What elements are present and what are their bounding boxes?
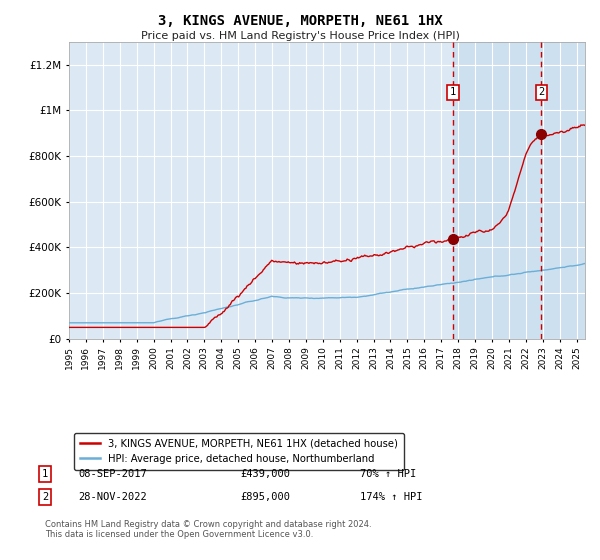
Text: 70% ↑ HPI: 70% ↑ HPI bbox=[360, 469, 416, 479]
Text: 28-NOV-2022: 28-NOV-2022 bbox=[78, 492, 147, 502]
Text: £895,000: £895,000 bbox=[240, 492, 290, 502]
Text: 3, KINGS AVENUE, MORPETH, NE61 1HX: 3, KINGS AVENUE, MORPETH, NE61 1HX bbox=[158, 14, 442, 28]
Text: 08-SEP-2017: 08-SEP-2017 bbox=[78, 469, 147, 479]
Bar bbox=[453, 42, 585, 339]
Text: 2: 2 bbox=[42, 492, 48, 502]
Legend: 3, KINGS AVENUE, MORPETH, NE61 1HX (detached house), HPI: Average price, detache: 3, KINGS AVENUE, MORPETH, NE61 1HX (deta… bbox=[74, 433, 404, 470]
Text: Price paid vs. HM Land Registry's House Price Index (HPI): Price paid vs. HM Land Registry's House … bbox=[140, 31, 460, 41]
Text: 1: 1 bbox=[42, 469, 48, 479]
Text: Contains HM Land Registry data © Crown copyright and database right 2024.
This d: Contains HM Land Registry data © Crown c… bbox=[45, 520, 371, 539]
Text: 2: 2 bbox=[538, 87, 544, 97]
Text: 174% ↑ HPI: 174% ↑ HPI bbox=[360, 492, 422, 502]
Text: £439,000: £439,000 bbox=[240, 469, 290, 479]
Text: 1: 1 bbox=[450, 87, 456, 97]
